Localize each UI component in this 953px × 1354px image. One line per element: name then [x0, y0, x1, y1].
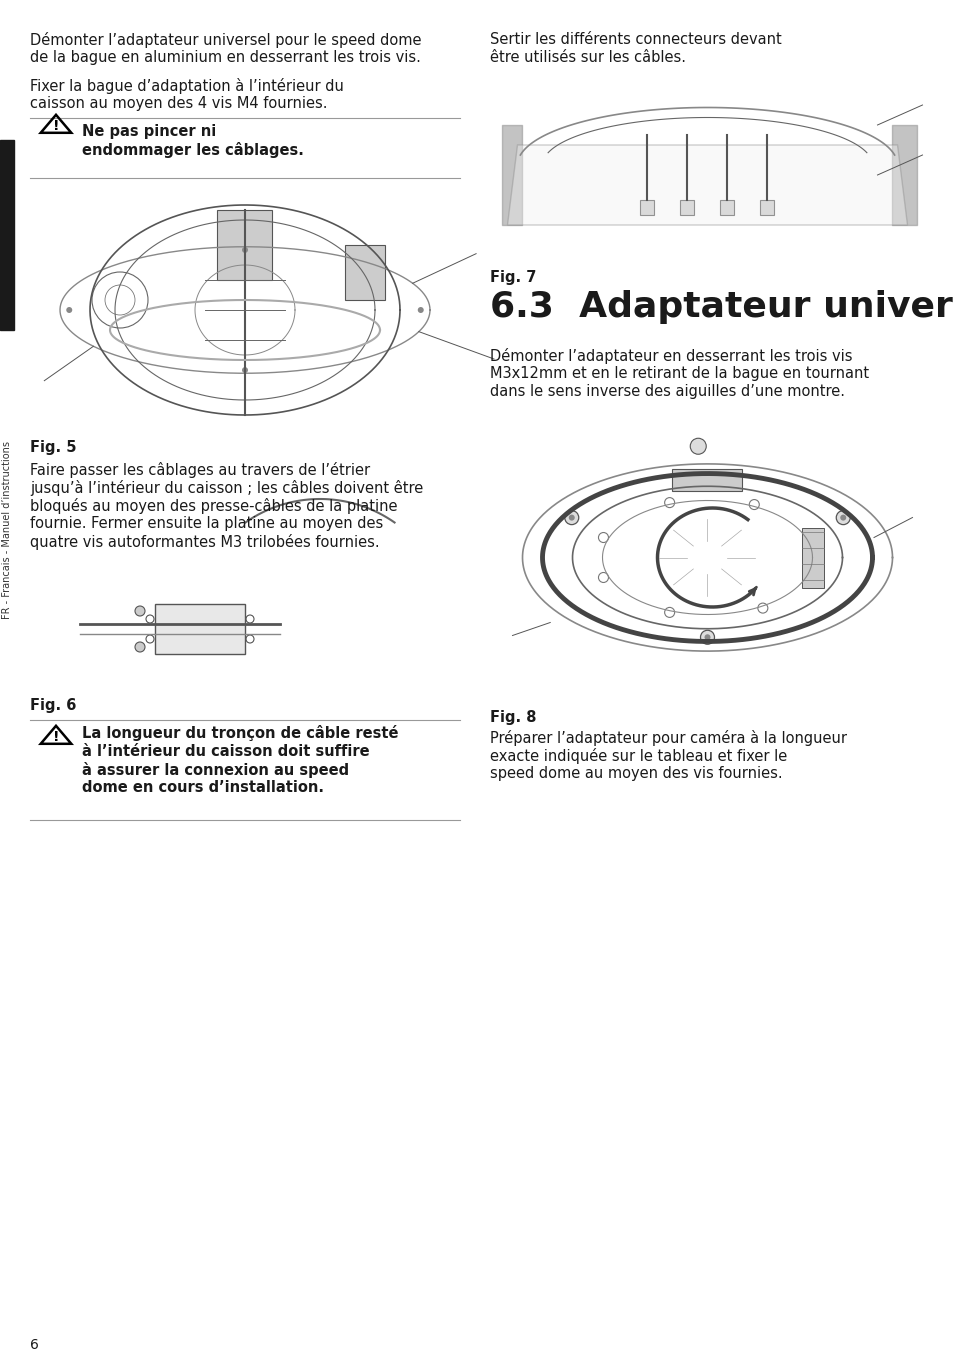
Text: dome en cours d’installation.: dome en cours d’installation.: [82, 780, 324, 796]
Bar: [345, 245, 385, 301]
Bar: [154, 604, 245, 654]
Text: Préparer l’adaptateur pour caméra à la longueur: Préparer l’adaptateur pour caméra à la l…: [490, 730, 846, 746]
Text: Fig. 6: Fig. 6: [30, 699, 76, 714]
Circle shape: [700, 630, 714, 645]
Bar: [760, 200, 774, 215]
Text: Sertir les différents connecteurs devant: Sertir les différents connecteurs devant: [490, 32, 781, 47]
Text: 6: 6: [30, 1338, 39, 1353]
Text: être utilisés sur les câbles.: être utilisés sur les câbles.: [490, 50, 685, 65]
Text: fournie. Fermer ensuite la platine au moyen des: fournie. Fermer ensuite la platine au mo…: [30, 516, 383, 531]
Circle shape: [836, 510, 849, 524]
Circle shape: [568, 515, 574, 521]
Bar: [801, 528, 823, 588]
Text: !: !: [52, 730, 59, 743]
Bar: [217, 210, 273, 280]
Bar: [672, 470, 741, 492]
Text: Fig. 8: Fig. 8: [490, 709, 536, 724]
Circle shape: [564, 510, 578, 524]
Text: !: !: [52, 119, 59, 133]
Circle shape: [66, 307, 72, 313]
Text: à assurer la connexion au speed: à assurer la connexion au speed: [82, 762, 349, 779]
Text: caisson au moyen des 4 vis M4 fournies.: caisson au moyen des 4 vis M4 fournies.: [30, 96, 327, 111]
Circle shape: [703, 634, 710, 640]
Circle shape: [417, 307, 423, 313]
Text: Fig. 5: Fig. 5: [30, 440, 76, 455]
Bar: [639, 200, 654, 215]
Circle shape: [840, 515, 845, 521]
Text: exacte indiquée sur le tableau et fixer le: exacte indiquée sur le tableau et fixer …: [490, 747, 786, 764]
Text: Démonter l’adaptateur universel pour le speed dome: Démonter l’adaptateur universel pour le …: [30, 32, 421, 47]
Bar: [0, 139, 14, 330]
Text: Ne pas pincer ni: Ne pas pincer ni: [82, 125, 216, 139]
Text: Fig. 7: Fig. 7: [490, 269, 536, 284]
Polygon shape: [507, 145, 906, 225]
Bar: [679, 200, 694, 215]
Bar: [720, 200, 734, 215]
Text: Fixer la bague d’adaptation à l’intérieur du: Fixer la bague d’adaptation à l’intérieu…: [30, 79, 343, 93]
Text: jusqu’à l’intérieur du caisson ; les câbles doivent être: jusqu’à l’intérieur du caisson ; les câb…: [30, 481, 423, 496]
Text: de la bague en aluminium en desserrant les trois vis.: de la bague en aluminium en desserrant l…: [30, 50, 420, 65]
Circle shape: [135, 607, 145, 616]
Text: quatre vis autoformantes M3 trilobées fournies.: quatre vis autoformantes M3 trilobées fo…: [30, 533, 379, 550]
Text: Faire passer les câblages au travers de l’étrier: Faire passer les câblages au travers de …: [30, 462, 370, 478]
Text: à l’intérieur du caisson doit suffire: à l’intérieur du caisson doit suffire: [82, 743, 369, 758]
Text: Démonter l’adaptateur en desserrant les trois vis: Démonter l’adaptateur en desserrant les …: [490, 348, 852, 364]
Circle shape: [135, 642, 145, 653]
Text: endommager les câblages.: endommager les câblages.: [82, 142, 304, 158]
Text: dans le sens inverse des aiguilles d’une montre.: dans le sens inverse des aiguilles d’une…: [490, 385, 844, 399]
Text: speed dome au moyen des vis fournies.: speed dome au moyen des vis fournies.: [490, 766, 781, 781]
Text: bloqués au moyen des presse-câbles de la platine: bloqués au moyen des presse-câbles de la…: [30, 498, 397, 515]
Text: FR - Francais - Manuel d’instructions: FR - Francais - Manuel d’instructions: [2, 441, 12, 619]
Text: 6.3  Adaptateur universel: 6.3 Adaptateur universel: [490, 290, 953, 324]
Text: La longueur du tronçon de câble resté: La longueur du tronçon de câble resté: [82, 724, 398, 741]
Text: M3x12mm et en le retirant de la bague en tournant: M3x12mm et en le retirant de la bague en…: [490, 366, 868, 380]
Circle shape: [242, 367, 248, 374]
Circle shape: [690, 439, 705, 454]
Circle shape: [242, 246, 248, 253]
